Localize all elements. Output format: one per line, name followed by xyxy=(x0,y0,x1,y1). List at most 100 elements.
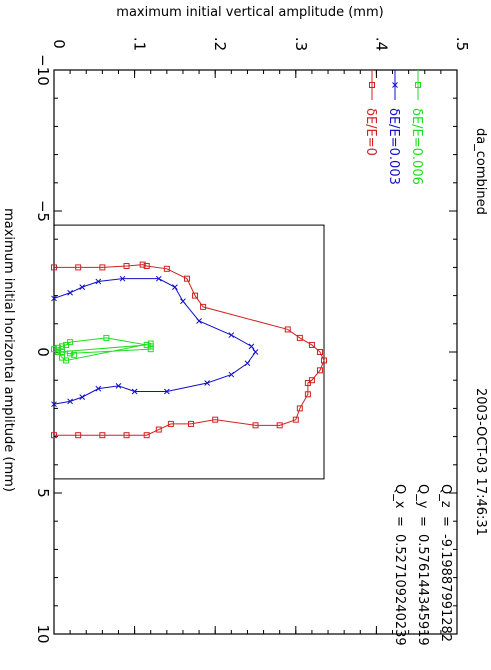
data-point xyxy=(55,347,62,354)
data-point xyxy=(183,275,190,282)
legend-label-0: δE/E=0 xyxy=(363,108,378,156)
data-point xyxy=(248,343,255,350)
data-point xyxy=(99,264,106,271)
data-point xyxy=(212,416,219,423)
q-value: 0.527109240239 xyxy=(392,534,407,646)
data-point xyxy=(71,351,78,358)
data-point xyxy=(67,350,74,357)
data-point xyxy=(51,432,57,439)
data-point xyxy=(75,264,82,271)
data-point xyxy=(95,385,102,392)
data-point xyxy=(252,349,259,355)
data-point xyxy=(51,401,57,408)
data-point xyxy=(188,420,195,427)
legend-marker-0 xyxy=(369,82,375,88)
y-axis-title: maximum initial vertical amplitude (mm) xyxy=(116,5,383,20)
legend-label-1: δE/E=0.003 xyxy=(386,108,401,185)
data-point xyxy=(167,420,174,427)
series-line-0 xyxy=(54,264,325,436)
q-value: 0.576144345919 xyxy=(415,534,430,646)
data-point xyxy=(308,341,315,348)
data-point xyxy=(123,432,130,439)
data-point xyxy=(95,278,102,285)
data-point xyxy=(316,349,323,355)
x-tick-label: −5 xyxy=(34,200,52,222)
data-point xyxy=(296,334,303,341)
data-point xyxy=(163,265,170,272)
x-tick-labels: −10 −5 0 5 10 xyxy=(34,54,52,643)
data-point xyxy=(103,334,110,341)
series-0 xyxy=(51,261,328,439)
data-point xyxy=(59,349,66,355)
x-axis-title: maximum initial horizontal amplitude (mm… xyxy=(1,208,16,492)
data-point xyxy=(252,422,259,429)
data-point xyxy=(204,380,210,386)
data-point xyxy=(123,262,130,269)
data-point xyxy=(284,326,291,333)
x-tick-label: 0 xyxy=(34,347,52,357)
q-equals: = xyxy=(392,516,407,527)
data-point xyxy=(75,432,82,439)
legend-label-2: δE/E=0.006 xyxy=(409,108,424,185)
data-point xyxy=(163,388,170,395)
data-point xyxy=(192,292,199,299)
data-point xyxy=(196,318,202,324)
data-point xyxy=(228,332,235,338)
data-point xyxy=(155,275,162,282)
data-point xyxy=(244,360,251,367)
y-tick-label: .5 xyxy=(453,37,471,51)
data-point xyxy=(276,422,283,429)
data-point xyxy=(143,262,150,269)
data-point xyxy=(155,426,162,433)
data-point xyxy=(143,341,150,348)
data-point xyxy=(67,398,73,405)
y-tick-label: .4 xyxy=(372,37,390,51)
y-tick-labels: 0 .1 .2 .3 .4 .5 xyxy=(50,37,471,51)
data-point xyxy=(304,391,311,398)
y-tick-label: .3 xyxy=(292,37,310,51)
x-tick-label: 5 xyxy=(34,488,52,498)
data-point xyxy=(143,432,150,439)
data-point xyxy=(67,339,74,346)
legend: δE/E=0 δE/E=0.003 δE/E=0.006 xyxy=(363,70,424,185)
data-point xyxy=(296,405,303,412)
series-1 xyxy=(51,275,259,408)
data-point xyxy=(131,388,138,395)
series-line-2 xyxy=(53,337,152,361)
y-tick-label: 0 xyxy=(50,39,68,49)
data-point xyxy=(180,298,186,305)
q-label: Q_y xyxy=(415,484,430,509)
timestamp: 2003-OCT-03 17:46:31 xyxy=(473,388,488,536)
data-point xyxy=(79,394,86,400)
chart-title: da_combined xyxy=(473,128,488,215)
series-layer xyxy=(51,261,328,439)
data-point xyxy=(316,367,323,374)
data-point xyxy=(321,357,328,364)
data-point xyxy=(99,432,106,439)
x-tick-label: −10 xyxy=(34,54,52,86)
q-value: -9.19887991282 xyxy=(438,534,453,642)
series-2 xyxy=(51,334,154,364)
x-tick-label: 10 xyxy=(34,624,52,643)
q-equals: = xyxy=(438,516,453,527)
data-point xyxy=(119,275,126,282)
data-point xyxy=(228,371,235,378)
data-point xyxy=(51,264,57,271)
y-tick-label: .1 xyxy=(131,37,149,51)
data-point xyxy=(115,382,122,389)
series-line-1 xyxy=(53,278,257,405)
data-point xyxy=(147,346,154,353)
data-point xyxy=(79,284,86,290)
legend-marker-1 xyxy=(392,82,398,88)
data-point xyxy=(67,289,73,296)
axis-ticks xyxy=(53,69,458,635)
data-point xyxy=(59,343,66,350)
q-label: Q_z xyxy=(438,484,453,508)
data-point xyxy=(304,380,311,387)
data-point xyxy=(172,284,178,290)
q-label: Q_x xyxy=(392,484,407,509)
data-point xyxy=(51,295,57,302)
data-point xyxy=(139,261,146,268)
legend-marker-2 xyxy=(415,82,421,88)
